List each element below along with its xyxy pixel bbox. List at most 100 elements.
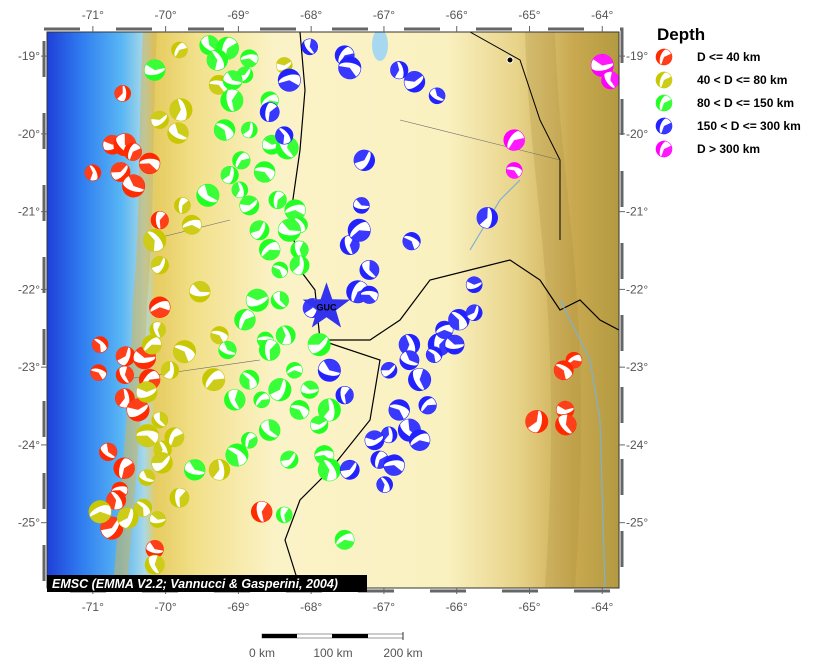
focal-mechanism-beachball[interactable] xyxy=(147,320,168,341)
focal-mechanism-beachball[interactable] xyxy=(476,207,498,229)
focal-mechanism-beachball[interactable] xyxy=(229,148,253,172)
focal-mechanism-beachball[interactable] xyxy=(89,363,109,383)
focal-mechanism-beachball[interactable] xyxy=(444,334,465,355)
focal-mechanism-beachball[interactable] xyxy=(180,213,204,237)
focal-mechanism-beachball[interactable] xyxy=(255,235,284,264)
focal-mechanism-beachball[interactable] xyxy=(160,361,180,380)
focal-mechanism-beachball[interactable] xyxy=(331,527,358,554)
focal-mechanism-beachball[interactable] xyxy=(216,339,239,362)
focal-mechanism-beachball[interactable] xyxy=(138,331,165,358)
focal-mechanism-beachball[interactable] xyxy=(169,487,190,508)
focal-mechanism-beachball[interactable] xyxy=(210,116,239,145)
focal-mechanism-beachball[interactable] xyxy=(374,474,396,496)
focal-mechanism-beachball[interactable] xyxy=(135,424,159,448)
focal-mechanism-beachball[interactable] xyxy=(247,217,273,243)
focal-mechanism-beachball[interactable] xyxy=(360,285,379,304)
focal-mechanism-beachball[interactable] xyxy=(114,85,131,102)
focal-mechanism-beachball[interactable] xyxy=(598,68,622,92)
focal-mechanism-beachball[interactable] xyxy=(589,52,615,78)
focal-mechanism-beachball[interactable] xyxy=(300,380,319,399)
focal-mechanism-beachball[interactable] xyxy=(433,318,456,341)
focal-mechanism-beachball[interactable] xyxy=(335,385,355,405)
focal-mechanism-beachball[interactable] xyxy=(383,454,406,477)
focal-mechanism-beachball[interactable] xyxy=(299,36,321,58)
focal-mechanism-beachball[interactable] xyxy=(426,85,448,107)
focal-mechanism-beachball[interactable] xyxy=(122,140,145,163)
focal-mechanism-beachball[interactable] xyxy=(239,48,259,68)
focal-mechanism-beachball[interactable] xyxy=(250,389,273,412)
focal-mechanism-beachball[interactable] xyxy=(150,211,169,230)
focal-mechanism-beachball[interactable] xyxy=(284,360,305,381)
focal-mechanism-beachball[interactable] xyxy=(162,425,187,450)
focal-mechanism-beachball[interactable] xyxy=(550,357,576,383)
focal-mechanism-beachball[interactable] xyxy=(405,426,434,455)
focal-mechanism-beachball[interactable] xyxy=(221,386,249,414)
focal-mechanism-beachball[interactable] xyxy=(219,165,240,186)
focal-mechanism-beachball[interactable] xyxy=(464,302,485,323)
focal-mechanism-beachball[interactable] xyxy=(147,448,176,477)
focal-mechanism-beachball[interactable] xyxy=(174,197,191,214)
focal-mechanism-beachball[interactable] xyxy=(303,329,335,361)
focal-mechanism-beachball[interactable] xyxy=(138,152,161,175)
focal-mechanism-beachball[interactable] xyxy=(164,119,192,147)
focal-mechanism-beachball[interactable] xyxy=(317,398,342,423)
focal-mechanism-beachball[interactable] xyxy=(193,180,223,210)
focal-mechanism-beachball[interactable] xyxy=(423,344,445,366)
focal-mechanism-beachball[interactable] xyxy=(133,379,160,406)
focal-mechanism-beachball[interactable] xyxy=(142,58,167,83)
focal-mechanism-beachball[interactable] xyxy=(209,324,231,346)
focal-mechanism-beachball[interactable] xyxy=(268,190,287,210)
focal-mechanism-beachball[interactable] xyxy=(249,499,274,524)
focal-mechanism-beachball[interactable] xyxy=(353,197,370,214)
focal-mechanism-beachball[interactable] xyxy=(400,67,429,96)
focal-mechanism-beachball[interactable] xyxy=(307,413,331,437)
focal-mechanism-beachball[interactable] xyxy=(144,539,165,560)
focal-mechanism-beachball[interactable] xyxy=(272,123,297,148)
focal-mechanism-beachball[interactable] xyxy=(113,363,137,387)
focal-mechanism-beachball[interactable] xyxy=(338,233,362,257)
focal-mechanism-beachball[interactable] xyxy=(89,333,112,356)
station-guc[interactable]: GUC xyxy=(302,282,351,328)
focal-mechanism-beachball[interactable] xyxy=(82,162,103,183)
focal-mechanism-beachball[interactable] xyxy=(231,306,258,333)
focal-mechanism-beachball[interactable] xyxy=(240,121,259,140)
focal-mechanism-beachball[interactable] xyxy=(266,375,294,403)
focal-mechanism-beachball[interactable] xyxy=(343,214,375,246)
focal-mechanism-beachball[interactable] xyxy=(189,281,211,303)
focal-mechanism-beachball[interactable] xyxy=(378,359,401,382)
focal-mechanism-beachball[interactable] xyxy=(112,456,137,481)
focal-mechanism-beachball[interactable] xyxy=(551,410,580,439)
focal-mechanism-beachball[interactable] xyxy=(505,161,524,180)
focal-mechanism-beachball[interactable] xyxy=(240,430,260,450)
focal-mechanism-beachball[interactable] xyxy=(524,409,550,435)
focal-mechanism-beachball[interactable] xyxy=(85,497,115,527)
focal-mechanism-beachball[interactable] xyxy=(273,323,298,348)
focal-mechanism-beachball[interactable] xyxy=(275,66,303,94)
focal-mechanism-beachball[interactable] xyxy=(149,511,166,528)
focal-mechanism-beachball[interactable] xyxy=(267,288,292,313)
focal-mechanism-beachball[interactable] xyxy=(146,293,174,321)
focal-mechanism-beachball[interactable] xyxy=(255,416,284,445)
focal-mechanism-beachball[interactable] xyxy=(243,286,272,315)
focal-mechanism-beachball[interactable] xyxy=(386,397,412,423)
focal-mechanism-beachball[interactable] xyxy=(219,87,245,113)
focal-mechanism-beachball[interactable] xyxy=(277,218,301,242)
focal-mechanism-beachball[interactable] xyxy=(396,331,423,358)
focal-mechanism-beachball[interactable] xyxy=(316,357,343,384)
focal-mechanism-beachball[interactable] xyxy=(136,467,157,488)
focal-mechanism-beachball[interactable] xyxy=(289,255,310,276)
focal-mechanism-beachball[interactable] xyxy=(167,96,195,124)
focal-mechanism-beachball[interactable] xyxy=(400,229,424,253)
focal-mechanism-beachball[interactable] xyxy=(269,259,290,280)
focal-mechanism-beachball[interactable] xyxy=(148,254,172,278)
focal-mechanism-beachball[interactable] xyxy=(119,172,147,200)
focal-mechanism-beachball[interactable] xyxy=(142,552,168,578)
focal-mechanism-beachball[interactable] xyxy=(275,506,294,525)
focal-mechanism-beachball[interactable] xyxy=(258,339,281,361)
focal-mechanism-beachball[interactable] xyxy=(230,180,250,200)
focal-mechanism-beachball[interactable] xyxy=(405,365,435,395)
focal-mechanism-beachball[interactable] xyxy=(139,225,171,257)
focal-mechanism-beachball[interactable] xyxy=(236,366,263,393)
focal-mechanism-beachball[interactable] xyxy=(288,398,312,422)
focal-mechanism-beachball[interactable] xyxy=(500,126,529,155)
